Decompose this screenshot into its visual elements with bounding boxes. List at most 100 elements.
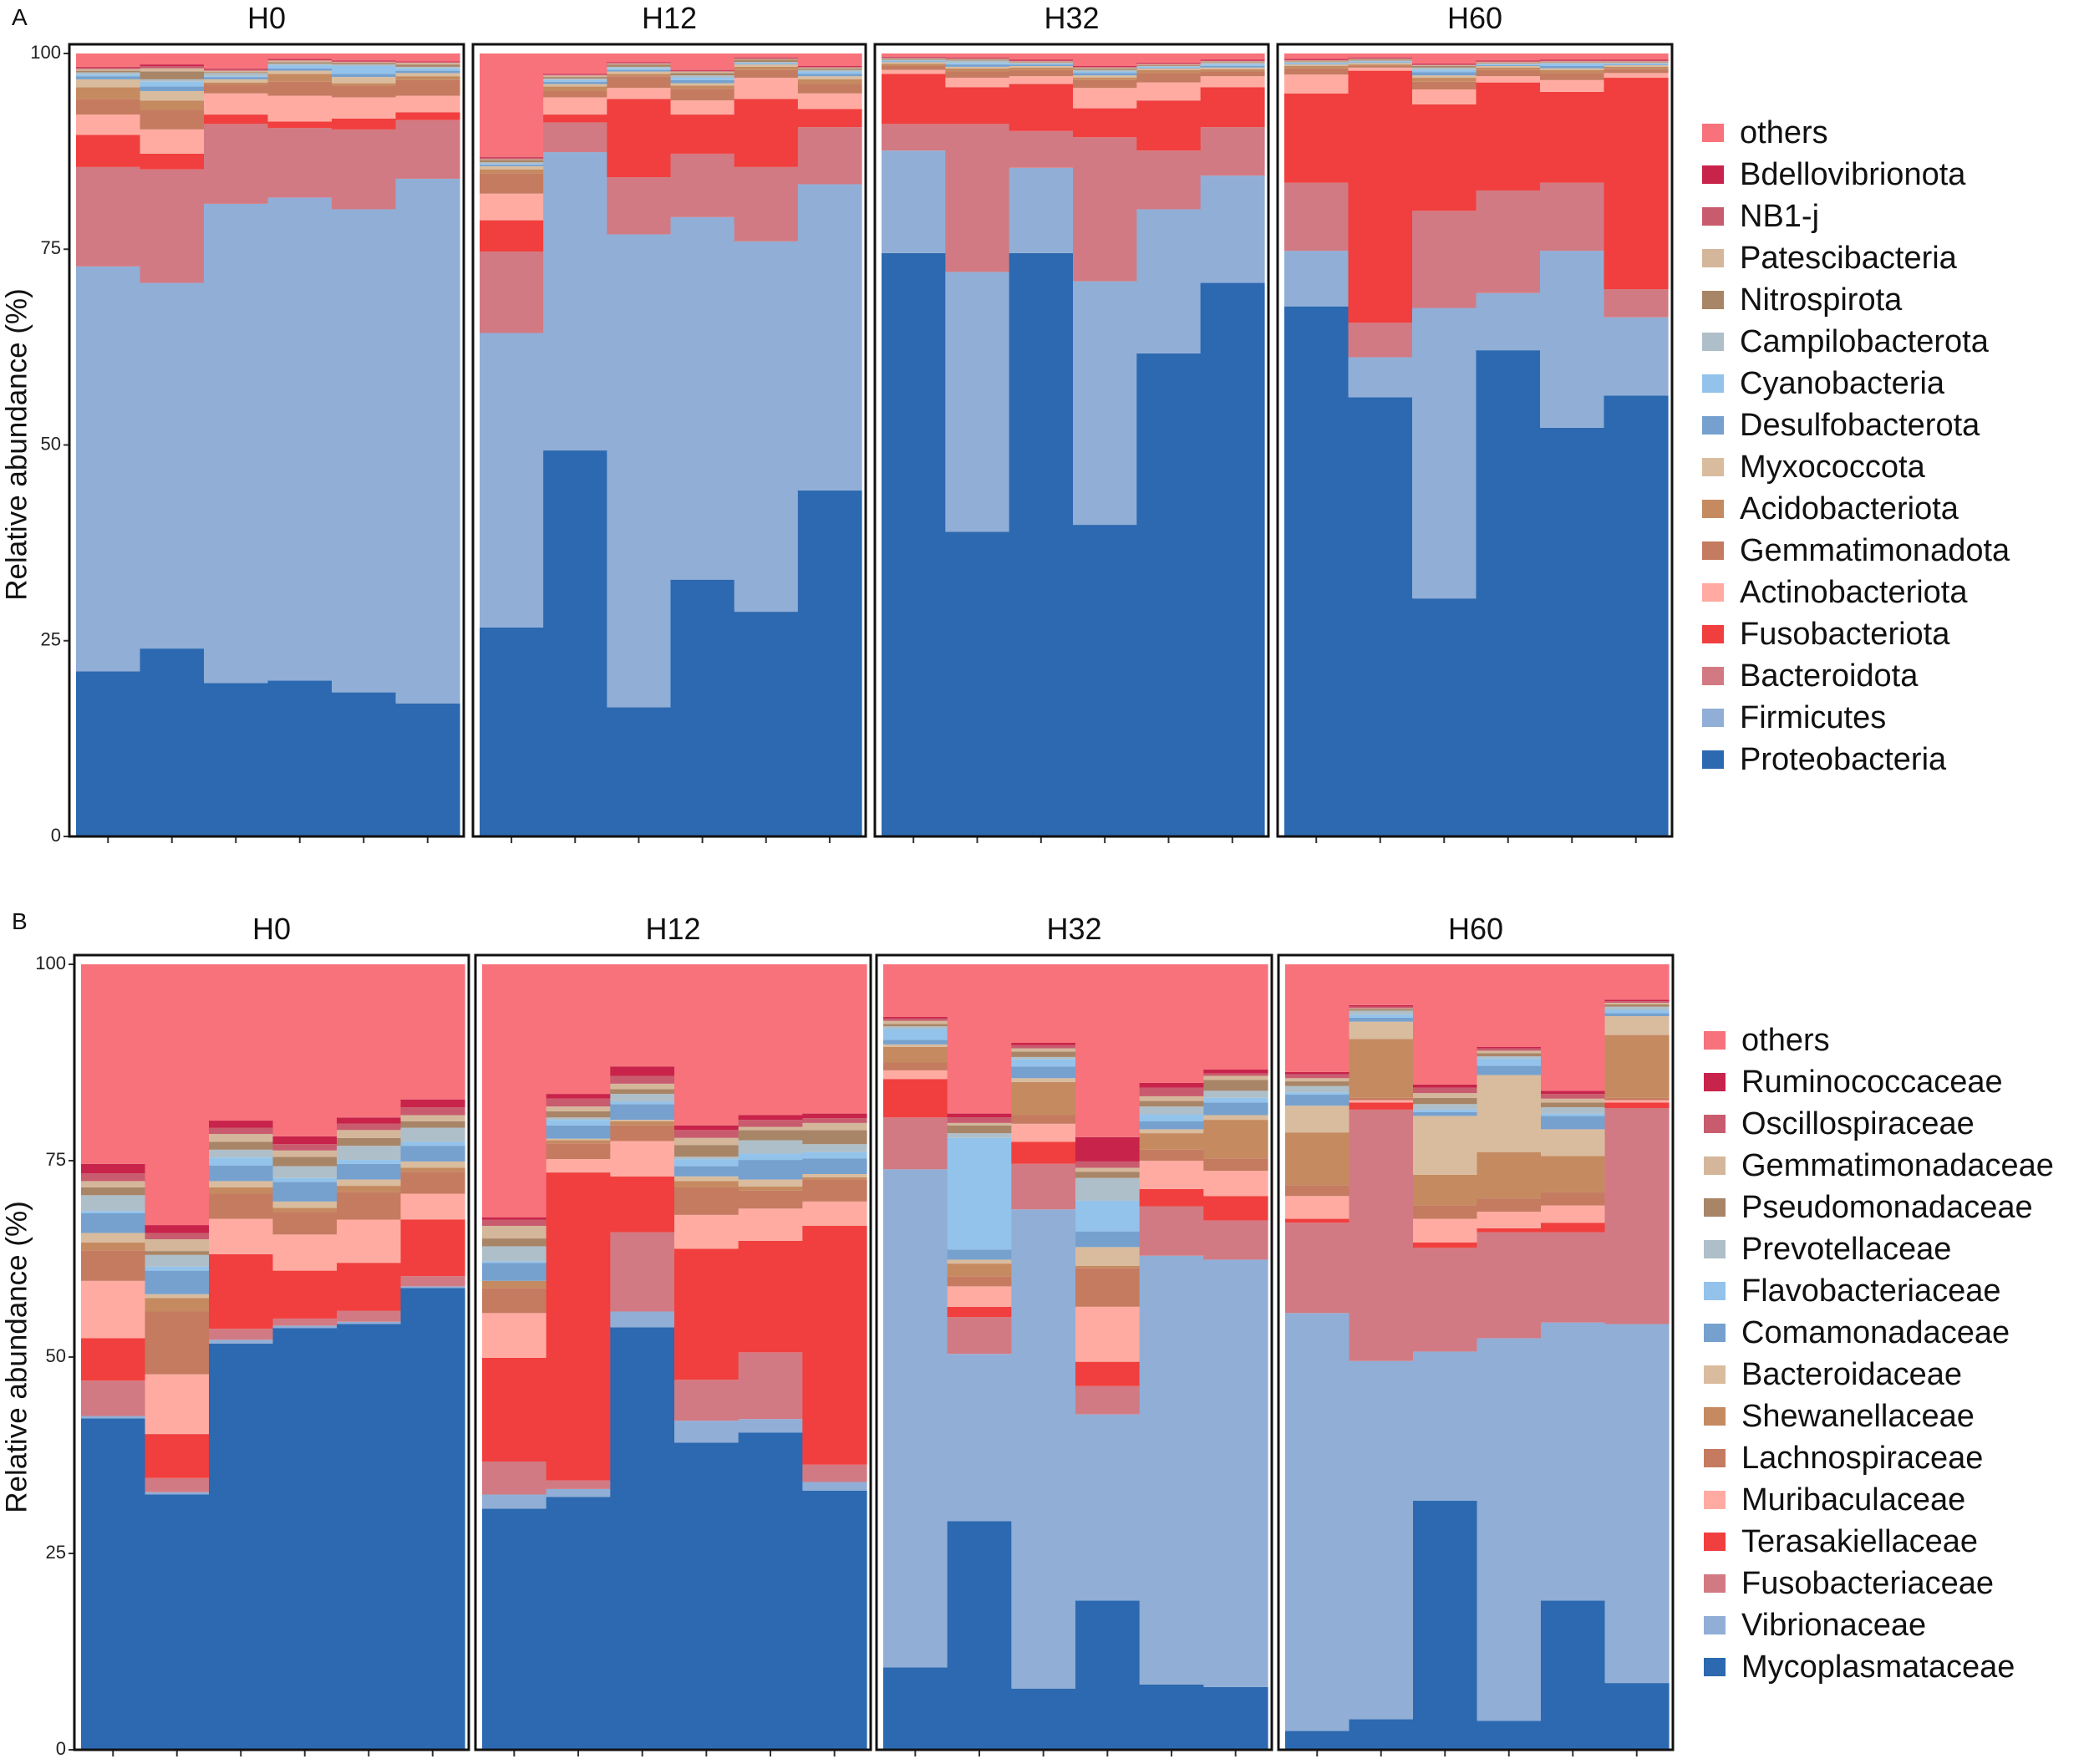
legend-item: NB1-j xyxy=(1702,199,1819,234)
bar-segment-lachnospiraceae xyxy=(1075,1268,1141,1307)
bar-segment-nitrospirota xyxy=(395,64,460,67)
bar-segment-bdellovibrionota xyxy=(1604,59,1669,61)
bar xyxy=(400,964,465,1750)
bar-segment-desulfobacterota xyxy=(670,79,735,84)
bar-segment-campilobacterota xyxy=(797,69,862,72)
bar-segment-desulfobacterota xyxy=(1200,65,1265,68)
bar-segment-nitrospirota xyxy=(1200,62,1265,64)
legend-item: Cyanobacteria xyxy=(1702,366,1945,401)
bar-segment-firmicutes xyxy=(670,216,735,580)
bar-segment-shewanellaceae xyxy=(337,1186,402,1192)
bar-segment-comamonadaceae xyxy=(883,1040,948,1045)
legend-item: Nitrospirota xyxy=(1702,282,1903,318)
bar xyxy=(797,53,862,836)
legend-item: others xyxy=(1702,115,1828,150)
bar-segment-nb1-j xyxy=(945,58,1010,59)
bar-segment-myxococcota xyxy=(1284,64,1349,66)
bar xyxy=(1136,53,1202,837)
bar-segment-terasakiellaceae xyxy=(546,1172,611,1481)
bar-segment-others xyxy=(1413,964,1478,1085)
bar-segment-desulfobacterota xyxy=(945,64,1010,67)
bar-segment-others xyxy=(1541,964,1606,1091)
bar-segment-vibrionaceae xyxy=(1604,1324,1670,1684)
bar-segment-ruminococcaceae xyxy=(1541,1090,1606,1095)
bar-segment-pseudomonadaceae xyxy=(1413,1097,1478,1105)
bar-segment-desulfobacterota xyxy=(797,74,862,77)
bar-segment-gemmatimonadaceae xyxy=(1285,1078,1350,1082)
bar-segment-oscillospiraceae xyxy=(802,1118,867,1123)
bar-segment-gemmatimonadota xyxy=(882,65,946,70)
bar-segment-bacteroidaceae xyxy=(337,1179,402,1187)
facet-border xyxy=(873,43,1270,838)
bar-segment-fusobacteriaceae xyxy=(400,1276,465,1287)
bar-segment-shewanellaceae xyxy=(1349,1039,1414,1098)
bar-segment-nb1-j xyxy=(543,74,607,76)
bar-segment-bdellovibrionota xyxy=(607,62,672,64)
bar-segment-shewanellaceae xyxy=(1413,1174,1478,1206)
bar-segment-mycoplasmataceae xyxy=(883,1667,948,1750)
bar-segment-flavobacteriaceae xyxy=(1139,1114,1204,1121)
legend-swatch xyxy=(1702,416,1724,435)
bar-segment-campilobacterota xyxy=(1009,63,1074,64)
legend-item: Ruminococcaceae xyxy=(1704,1065,2003,1100)
bar-segment-proteobacteria xyxy=(1540,427,1605,836)
bar-segment-fusobacteriaceae xyxy=(337,1310,402,1322)
bar-segment-cyanobacteria xyxy=(204,76,269,78)
bar-segment-comamonadaceae xyxy=(272,1182,338,1202)
bar-segment-bacteroidaceae xyxy=(1349,1021,1414,1040)
bar-segment-cyanobacteria xyxy=(1476,64,1541,66)
bar-segment-shewanellaceae xyxy=(272,1207,338,1212)
bar-segment-others xyxy=(332,53,397,61)
bar-segment-ruminococcaceae xyxy=(1349,1004,1414,1007)
bar-segment-proteobacteria xyxy=(1348,397,1413,836)
bar xyxy=(267,53,333,836)
bar-segment-acidobacteriota xyxy=(1073,78,1137,80)
bar-segment-muribaculaceae xyxy=(1413,1218,1478,1243)
bar xyxy=(1349,964,1414,1750)
bar-segment-others xyxy=(81,964,146,1164)
bar-segment-acidobacteriota xyxy=(140,100,205,110)
bar-segment-bdellovibrionota xyxy=(1284,58,1349,60)
bar-segment-cyanobacteria xyxy=(1348,61,1413,63)
bar-segment-nitrospirota xyxy=(945,59,1010,61)
bar-segment-gemmatimonadaceae xyxy=(1604,1003,1670,1004)
legend-label: Vibrionaceae xyxy=(1741,1608,1926,1643)
bar-segment-firmicutes xyxy=(882,150,946,253)
bar-segment-myxococcota xyxy=(543,84,607,87)
bar-segment-myxococcota xyxy=(140,90,205,101)
bar xyxy=(1604,964,1670,1750)
legend-swatch xyxy=(1704,1449,1726,1467)
bar xyxy=(882,53,946,836)
bar-segment-acidobacteriota xyxy=(1476,67,1541,70)
bar-segment-pseudomonadaceae xyxy=(81,1187,146,1196)
bar-segment-comamonadaceae xyxy=(610,1104,675,1121)
bar-segment-firmicutes xyxy=(1476,292,1541,351)
bar-segment-terasakiellaceae xyxy=(81,1338,146,1381)
bar xyxy=(1476,53,1541,836)
bar-segment-lachnospiraceae xyxy=(610,1125,675,1141)
y-tick-label: 100 xyxy=(30,42,61,63)
bar-segment-myxococcota xyxy=(1009,65,1074,68)
facet-title: H60 xyxy=(1448,912,1503,946)
bar-segment-acidobacteriota xyxy=(670,85,735,89)
bar-segment-shewanellaceae xyxy=(947,1263,1012,1277)
bar-segment-muribaculaceae xyxy=(482,1313,547,1358)
bar-segment-others xyxy=(1284,53,1349,59)
bar-segment-patescibacteria xyxy=(1604,61,1669,63)
bar-segment-nitrospirota xyxy=(1073,68,1137,70)
bar xyxy=(272,964,338,1750)
bar-segment-others xyxy=(607,53,672,63)
bar-segment-actinobacteriota xyxy=(204,93,269,115)
bar-segment-others xyxy=(1412,53,1477,64)
bar-segment-others xyxy=(1139,964,1204,1083)
bar-segment-pseudomonadaceae xyxy=(546,1111,611,1118)
bar-segment-patescibacteria xyxy=(395,63,460,65)
bar-segment-nitrospirota xyxy=(607,64,672,67)
bar-segment-nb1-j xyxy=(140,65,205,69)
bar-segment-mycoplasmataceae xyxy=(947,1521,1012,1750)
facet-title: H0 xyxy=(252,912,291,946)
bar-segment-gemmatimonadota xyxy=(1604,69,1669,74)
facet-border xyxy=(1276,43,1674,838)
bar-segment-desulfobacterota xyxy=(76,76,141,79)
